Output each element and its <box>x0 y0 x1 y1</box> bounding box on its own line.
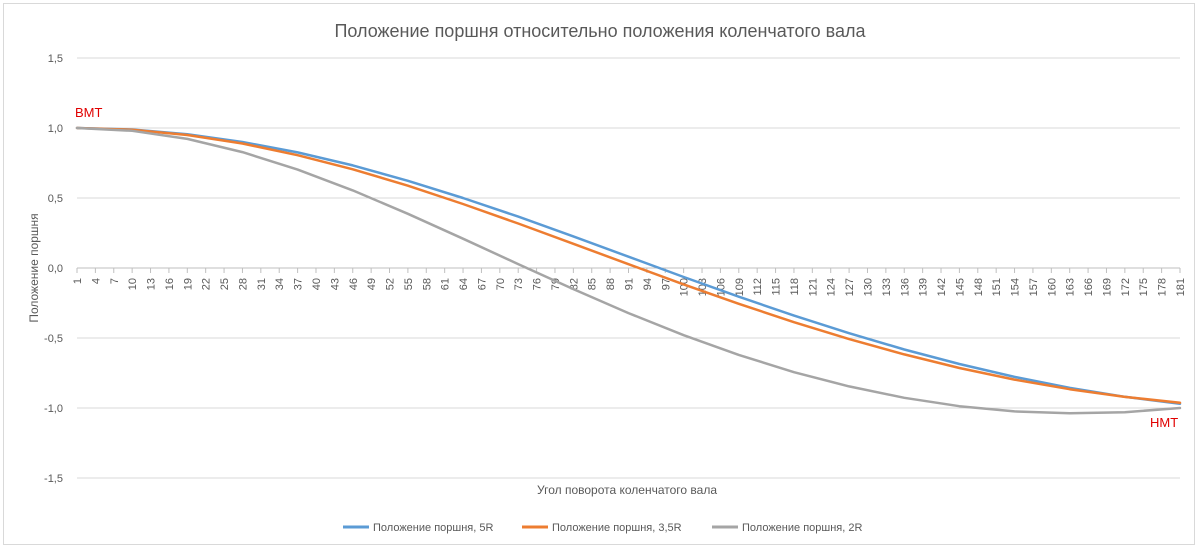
y-axis-ticks: 1,5 1,0 0,5 0,0 -0,5 -1,0 -1,5 <box>44 53 63 485</box>
y-tick-label: 1,0 <box>48 123 63 135</box>
x-tick-label: 157 <box>1028 278 1040 296</box>
x-axis-ticks: 1 4 7 10 13 16 19 22 25 28 31 34 37 40 43 46 49 52 55 58 61 6… <box>72 268 1187 296</box>
series-line-1 <box>75 126 1182 405</box>
legend: Положение поршня, 5R Положение поршня, 3,… <box>343 522 862 534</box>
annotation-label: ВМТ <box>75 105 103 120</box>
x-tick-label: 64 <box>458 278 470 290</box>
x-tick-label: 28 <box>237 278 249 290</box>
x-tick-label: 58 <box>421 278 433 290</box>
x-tick-label: 124 <box>826 278 838 296</box>
chart-title: Положение поршня относительно положения … <box>334 21 866 41</box>
x-tick-label: 130 <box>862 278 874 296</box>
x-tick-label: 88 <box>605 278 617 290</box>
x-tick-label: 136 <box>899 278 911 296</box>
x-tick-label: 166 <box>1083 278 1095 296</box>
x-tick-label: 10 <box>127 278 139 290</box>
x-tick-label: 142 <box>936 278 948 296</box>
x-tick-label: 49 <box>366 278 378 290</box>
x-tick-label: 133 <box>881 278 893 296</box>
x-tick-label: 112 <box>752 278 764 296</box>
x-tick-label: 76 <box>532 278 544 290</box>
x-tick-label: 40 <box>311 278 323 290</box>
series-line-3 <box>75 126 1182 415</box>
x-tick-label: 154 <box>1010 278 1022 296</box>
x-tick-label: 25 <box>219 278 231 290</box>
x-tick-label: 163 <box>1065 278 1077 296</box>
x-tick-label: 175 <box>1138 278 1150 296</box>
x-tick-label: 118 <box>789 278 801 296</box>
x-tick-label: 91 <box>624 278 636 290</box>
x-tick-label: 46 <box>348 278 360 290</box>
x-tick-label: 94 <box>642 278 654 290</box>
x-tick-label: 22 <box>201 278 213 290</box>
x-tick-label: 121 <box>807 278 819 296</box>
y-tick-label: 1,5 <box>48 53 63 65</box>
x-tick-label: 13 <box>146 278 158 290</box>
x-tick-label: 67 <box>476 278 488 290</box>
y-tick-label: 0,5 <box>48 193 63 205</box>
x-tick-label: 127 <box>844 278 856 296</box>
x-tick-label: 19 <box>182 278 194 290</box>
x-tick-label: 43 <box>329 278 341 290</box>
y-tick-label: -0,5 <box>44 333 63 345</box>
y-tick-label: -1,5 <box>44 473 63 485</box>
x-tick-label: 181 <box>1175 278 1187 296</box>
legend-item-label: Положение поршня, 2R <box>742 522 862 534</box>
x-tick-label: 61 <box>440 278 452 290</box>
chart-frame <box>3 3 1195 545</box>
x-tick-label: 7 <box>109 278 121 284</box>
x-tick-label: 85 <box>587 278 599 290</box>
x-tick-label: 52 <box>385 278 397 290</box>
series-line-2 <box>75 126 1182 404</box>
x-tick-label: 1 <box>72 278 84 284</box>
x-tick-label: 151 <box>991 278 1003 296</box>
y-tick-label: -1,0 <box>44 403 63 415</box>
x-tick-label: 172 <box>1120 278 1132 296</box>
x-axis-title: Угол поворота коленчатого вала <box>537 483 717 497</box>
x-tick-label: 115 <box>771 278 783 296</box>
x-tick-label: 37 <box>293 278 305 290</box>
x-tick-label: 106 <box>715 278 727 296</box>
x-tick-label: 16 <box>164 278 176 290</box>
x-tick-label: 4 <box>90 278 102 284</box>
x-tick-label: 139 <box>918 278 930 296</box>
annotations: ВМТ НМТ <box>75 105 1178 430</box>
annotation-label: НМТ <box>1150 415 1178 430</box>
x-tick-label: 31 <box>256 278 268 290</box>
x-tick-label: 34 <box>274 278 286 290</box>
x-tick-label: 97 <box>660 278 672 290</box>
x-tick-label: 70 <box>495 278 507 290</box>
x-tick-label: 169 <box>1101 278 1113 296</box>
x-tick-label: 55 <box>403 278 415 290</box>
series-lines <box>75 126 1182 415</box>
y-tick-label: 0,0 <box>48 263 63 275</box>
x-tick-label: 73 <box>513 278 525 290</box>
gridlines <box>77 57 1180 479</box>
legend-item-label: Положение поршня, 3,5R <box>552 522 682 534</box>
y-axis-title: Положение поршня <box>27 213 41 322</box>
x-tick-label: 109 <box>734 278 746 296</box>
x-tick-label: 178 <box>1157 278 1169 296</box>
x-tick-label: 160 <box>1046 278 1058 296</box>
legend-item-label: Положение поршня, 5R <box>373 522 493 534</box>
x-tick-label: 148 <box>973 278 985 296</box>
x-tick-label: 145 <box>954 278 966 296</box>
